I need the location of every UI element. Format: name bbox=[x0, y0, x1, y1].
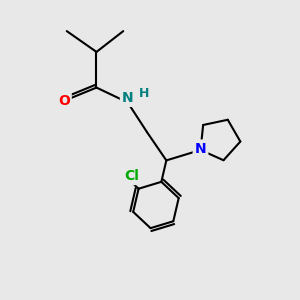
Text: O: O bbox=[58, 94, 70, 108]
Text: H: H bbox=[139, 87, 149, 100]
Text: Cl: Cl bbox=[124, 169, 140, 183]
Text: N: N bbox=[122, 91, 134, 105]
Text: N: N bbox=[195, 142, 206, 155]
